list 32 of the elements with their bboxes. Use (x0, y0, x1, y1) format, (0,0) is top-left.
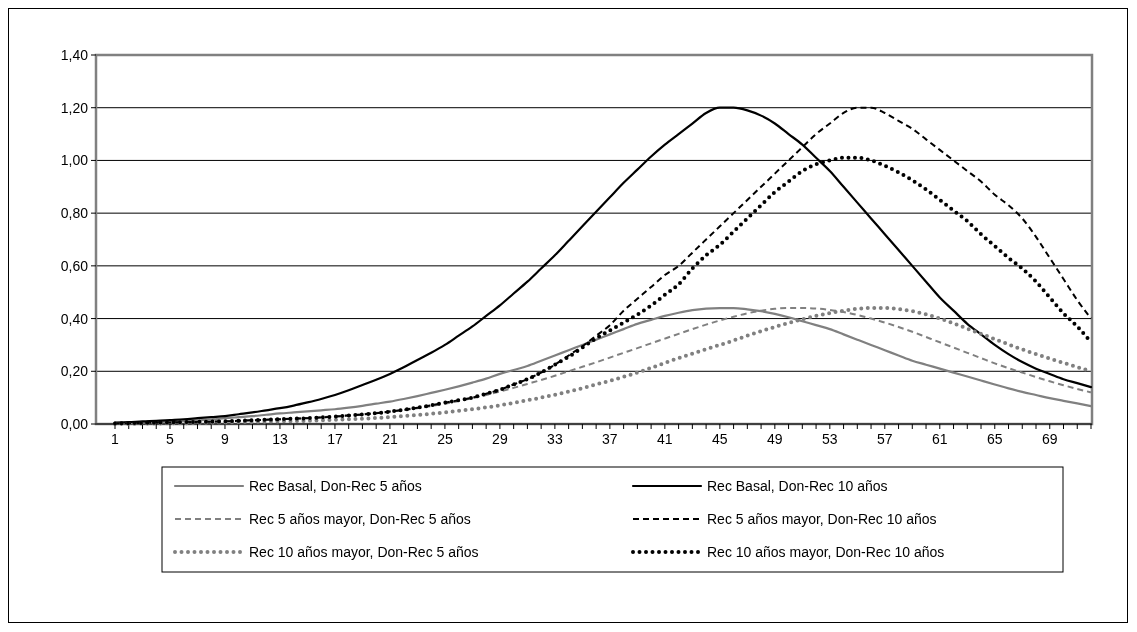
y-tick-label: 1,20 (60, 99, 89, 116)
legend-label: Rec Basal, Don-Rec 10 años (707, 478, 888, 494)
y-tick-label: 1,00 (60, 152, 89, 169)
x-tick-label: 17 (327, 431, 343, 447)
x-tick-label: 29 (492, 431, 508, 447)
x-tick-label: 13 (272, 431, 288, 447)
legend-label: Rec 10 años mayor, Don-Rec 10 años (707, 544, 945, 560)
legend-label: Rec Basal, Don-Rec 5 años (249, 478, 422, 494)
x-tick-label: 41 (657, 431, 673, 447)
x-tick-label: 33 (547, 431, 563, 447)
x-tick-label: 69 (1041, 431, 1058, 447)
legend-label: Rec 10 años mayor, Don-Rec 5 años (249, 544, 479, 560)
x-tick-label: 21 (382, 431, 398, 447)
legend-label: Rec 5 años mayor, Don-Rec 5 años (249, 511, 471, 527)
x-tick-label: 53 (822, 431, 838, 447)
x-tick-label: 37 (602, 431, 618, 447)
x-tick-label: 65 (986, 431, 1003, 447)
x-tick-label: 61 (932, 431, 948, 447)
y-tick-label: 0,60 (60, 257, 89, 274)
legend-label: Rec 5 años mayor, Don-Rec 10 años (707, 511, 937, 527)
y-tick-label: 1,40 (60, 47, 89, 63)
y-tick-label: 0,80 (60, 205, 89, 222)
x-tick-label: 49 (767, 431, 783, 447)
x-tick-label: 25 (437, 431, 453, 447)
x-tick-label: 57 (877, 431, 893, 447)
x-tick-label: 45 (712, 431, 728, 447)
y-tick-label: 0,00 (60, 416, 89, 432)
y-tick-label: 0,20 (60, 363, 89, 380)
y-tick-label: 0,40 (60, 310, 89, 327)
x-tick-label: 5 (166, 431, 175, 447)
x-tick-label: 9 (221, 431, 230, 447)
x-tick-label: 1 (111, 431, 120, 447)
